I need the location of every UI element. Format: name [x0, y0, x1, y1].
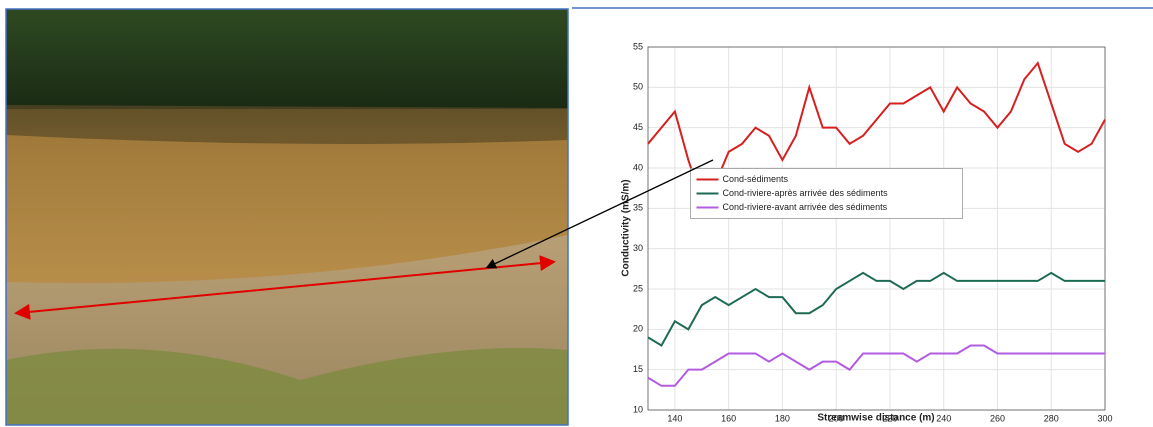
- photo-border: [5, 8, 569, 426]
- y-tick-label: 15: [633, 364, 643, 374]
- x-axis-label: Streamwise distance (m): [817, 413, 934, 424]
- series-line: [647, 344, 1105, 387]
- y-tick-label: 30: [633, 243, 643, 253]
- legend-label: Cond-sédiments: [723, 174, 789, 184]
- y-tick-label: 10: [633, 404, 643, 414]
- series-line: [647, 61, 1106, 203]
- y-tick-label: 20: [633, 324, 643, 334]
- x-tick-label: 280: [1044, 413, 1059, 423]
- photo-river: [6, 100, 568, 284]
- photo-shadow: [6, 105, 568, 144]
- y-tick-label: 25: [633, 283, 643, 293]
- legend-box: [690, 168, 963, 219]
- y-tick-label: 55: [633, 41, 643, 51]
- photo: [5, 8, 569, 426]
- x-tick-label: 200: [829, 413, 844, 423]
- x-tick-label: 240: [936, 413, 951, 423]
- series-line: [647, 271, 1105, 347]
- photo-trees: [6, 9, 568, 109]
- plot-frame: [647, 46, 1106, 411]
- y-tick-label: 40: [633, 162, 643, 172]
- legend-label: Cond-riviere-avant arrivée des sédiments: [723, 202, 888, 212]
- y-tick-label: 45: [633, 122, 643, 132]
- x-tick-label: 300: [1097, 413, 1112, 423]
- width-arrow: [14, 255, 556, 320]
- pointer-arrow: [485, 159, 714, 269]
- y-axis-label: Conductivity (mS/m): [621, 179, 632, 276]
- plot-area: [648, 47, 1105, 410]
- y-tick-label: 50: [633, 82, 643, 92]
- photo-grass: [6, 348, 568, 425]
- x-tick-label: 180: [775, 413, 790, 423]
- x-tick-label: 260: [990, 413, 1005, 423]
- y-tick-label: 35: [633, 203, 643, 213]
- x-tick-label: 220: [882, 413, 897, 423]
- chart: Streamwise distance (m) Conductivity (mS…: [621, 41, 1113, 423]
- x-tick-label: 160: [721, 413, 736, 423]
- legend-label: Cond-riviere-après arrivée des sédiments: [723, 188, 889, 198]
- x-tick-label: 140: [667, 413, 682, 423]
